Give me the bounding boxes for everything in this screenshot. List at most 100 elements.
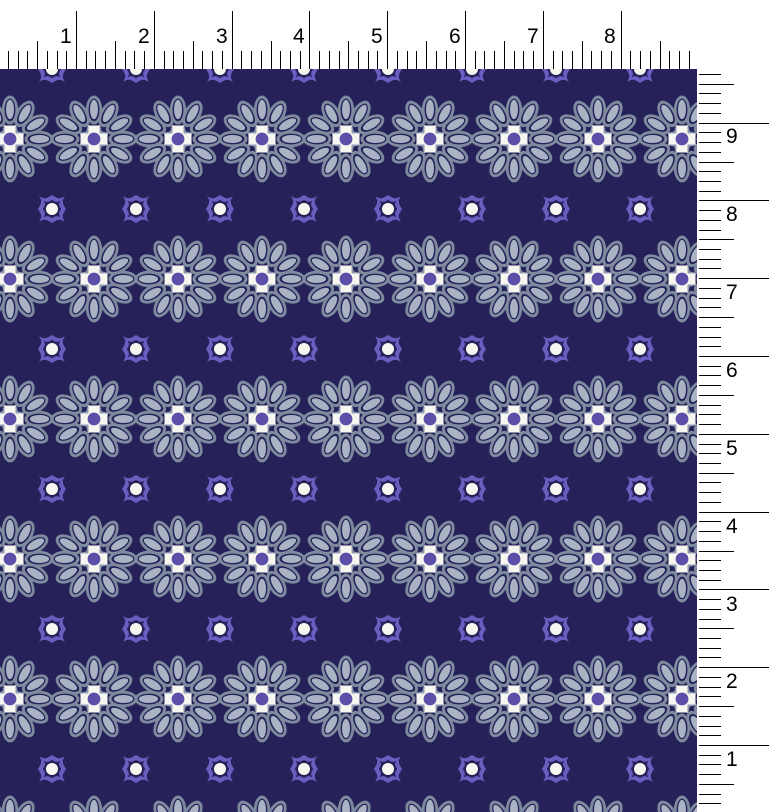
ruler-tick-minor [144, 51, 145, 69]
ruler-label-h-2: 2 [138, 25, 150, 48]
ruler-tick-minor [699, 93, 721, 94]
ruler-tick-half [699, 84, 734, 85]
ruler-tick-half [699, 239, 734, 240]
ruler-tick-minor [699, 307, 721, 308]
ruler-tick-major [699, 434, 769, 435]
ruler-tick-minor [699, 726, 721, 727]
ruler-tick-minor [699, 337, 721, 338]
ruler-tick-half [699, 317, 734, 318]
ruler-label-v-8: 8 [726, 203, 738, 226]
ruler-corner [697, 0, 770, 69]
ruler-tick-minor [699, 580, 721, 581]
ruler-tick-minor [212, 51, 213, 69]
ruler-tick-minor [699, 132, 721, 133]
ruler-tick-minor [699, 414, 721, 415]
ruler-tick-minor [173, 51, 174, 69]
ruler-tick-minor [280, 51, 281, 69]
ruler-tick-minor [134, 51, 135, 69]
ruler-tick-half [504, 41, 505, 69]
ruler-tick-minor [164, 51, 165, 69]
ruler-tick-minor [699, 570, 721, 571]
ruler-tick-minor [699, 346, 721, 347]
ruler-tick-minor [66, 51, 67, 69]
ruler-tick-minor [699, 74, 721, 75]
ruler-tick-major [76, 11, 77, 69]
ruler-tick-minor [446, 51, 447, 69]
ruler-tick-minor [699, 687, 721, 688]
ruler-tick-minor [699, 191, 721, 192]
ruler-tick-minor [699, 220, 721, 221]
ruler-tick-half [699, 551, 734, 552]
ruler-tick-minor [699, 298, 721, 299]
ruler-tick-minor [572, 51, 573, 69]
ruler-tick-minor [436, 51, 437, 69]
ruler-tick-major [699, 356, 769, 357]
ruler-tick-minor [484, 51, 485, 69]
ruler-tick-minor [699, 142, 721, 143]
ruler-tick-minor [358, 51, 359, 69]
ruler-label-v-4: 4 [726, 515, 738, 538]
ruler-tick-minor [339, 51, 340, 69]
ruler-tick-minor [591, 51, 592, 69]
ruler-tick-minor [699, 444, 721, 445]
ruler-tick-half [582, 41, 583, 69]
ruler-label-h-5: 5 [371, 25, 383, 48]
ruler-tick-half [115, 41, 116, 69]
ruler-tick-minor [699, 171, 721, 172]
ruler-tick-major [387, 11, 388, 69]
ruler-label-h-7: 7 [527, 25, 539, 48]
ruler-tick-minor [699, 599, 721, 600]
ruler-tick-minor [669, 51, 670, 69]
ruler-tick-minor [27, 51, 28, 69]
ruler-label-h-1: 1 [60, 25, 72, 48]
ruler-tick-minor [699, 113, 721, 114]
ruler-tick-major [309, 11, 310, 69]
ruler-tick-minor [699, 794, 721, 795]
ruler-tick-minor [455, 51, 456, 69]
ruler-tick-minor [699, 619, 721, 620]
ruler-label-v-6: 6 [726, 359, 738, 382]
fabric-swatch-image [0, 69, 697, 812]
ruler-tick-minor [319, 51, 320, 69]
ruler-tick-minor [699, 648, 721, 649]
ruler-tick-minor [416, 51, 417, 69]
ruler-tick-minor [533, 51, 534, 69]
ruler-tick-major [543, 11, 544, 69]
ruler-tick-minor [699, 502, 721, 503]
ruler-tick-half [426, 41, 427, 69]
ruler-tick-minor [699, 268, 721, 269]
ruler-tick-minor [611, 51, 612, 69]
ruler-label-v-9: 9 [726, 125, 738, 148]
ruler-tick-minor [699, 463, 721, 464]
ruler-tick-minor [699, 210, 721, 211]
ruler-tick-minor [202, 51, 203, 69]
horizontal-ruler: 1 2 3 4 5 6 7 8 [0, 0, 699, 69]
ruler-label-v-3: 3 [726, 593, 738, 616]
ruler-tick-minor [125, 51, 126, 69]
ruler-tick-minor [699, 609, 721, 610]
ruler-tick-minor [241, 51, 242, 69]
ruler-tick-minor [397, 51, 398, 69]
ruler-tick-minor [699, 531, 721, 532]
ruler-tick-minor [377, 51, 378, 69]
ruler-label-v-1: 1 [726, 748, 738, 771]
ruler-tick-major [699, 667, 769, 668]
ruler-tick-minor [699, 696, 721, 697]
ruler-tick-half [699, 706, 734, 707]
ruler-tick-major [699, 123, 769, 124]
ruler-tick-major [621, 11, 622, 69]
ruler-tick-minor [47, 51, 48, 69]
ruler-tick-minor [699, 774, 721, 775]
ruler-tick-minor [699, 288, 721, 289]
ruler-tick-major [699, 200, 769, 201]
ruler-tick-minor [699, 755, 721, 756]
ruler-tick-half [193, 41, 194, 69]
ruler-tick-minor [105, 51, 106, 69]
ruler-tick-minor [18, 51, 19, 69]
ruler-tick-major [154, 11, 155, 69]
fabric-pattern-svg [0, 69, 697, 812]
ruler-tick-major [699, 745, 769, 746]
ruler-tick-minor [699, 803, 721, 804]
ruler-tick-minor [475, 51, 476, 69]
ruler-tick-major [699, 512, 769, 513]
